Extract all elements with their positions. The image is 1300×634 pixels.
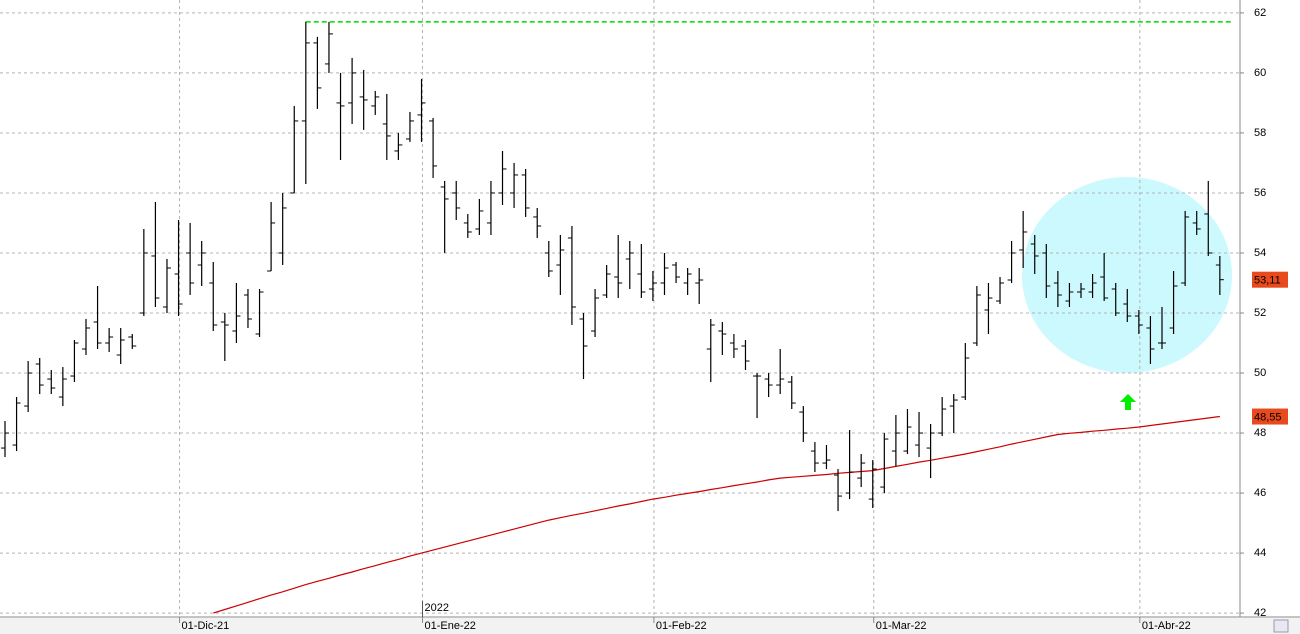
x-tick-label: 01-Abr-22: [1142, 620, 1191, 632]
corner-icon: [1273, 619, 1289, 633]
y-tick-label: 58: [1254, 127, 1266, 139]
year-label: 2022: [425, 602, 449, 614]
moving-average-line: [213, 415, 1220, 614]
labels: 42 44 46 48 50 52 54 56 58 60 62 01-Dic-21 01-Ene-22…: [179, 7, 1288, 632]
y-tick-label: 50: [1254, 367, 1266, 379]
highlight-circle: [1022, 177, 1232, 373]
y-tick-label: 56: [1254, 187, 1266, 199]
y-tick-label: 48: [1254, 427, 1266, 439]
y-tick-label: 52: [1254, 307, 1266, 319]
x-axis-band: [0, 618, 1300, 634]
x-tick-label: 01-Dic-21: [182, 620, 230, 632]
x-tick-label: 01-Mar-22: [876, 620, 927, 632]
grid: [0, 0, 1240, 617]
y-tick-label: 46: [1254, 487, 1266, 499]
x-tick-label: 01-Ene-22: [425, 620, 476, 632]
ma-tag-label: 48,55: [1254, 411, 1282, 423]
price-tag: [1252, 271, 1288, 288]
y-tick-label: 60: [1254, 67, 1266, 79]
y-tick-label: 44: [1254, 547, 1266, 559]
y-tick-label: 42: [1254, 607, 1266, 619]
marks: [1, 21, 1232, 614]
price-tag-label: 53,11: [1254, 275, 1281, 287]
y-tick-label: 62: [1254, 7, 1266, 19]
up-arrow: [1120, 394, 1136, 410]
ma-tag: [1252, 408, 1288, 425]
x-tick-label: 01-Feb-22: [656, 620, 707, 632]
y-tick-label: 54: [1254, 247, 1266, 259]
